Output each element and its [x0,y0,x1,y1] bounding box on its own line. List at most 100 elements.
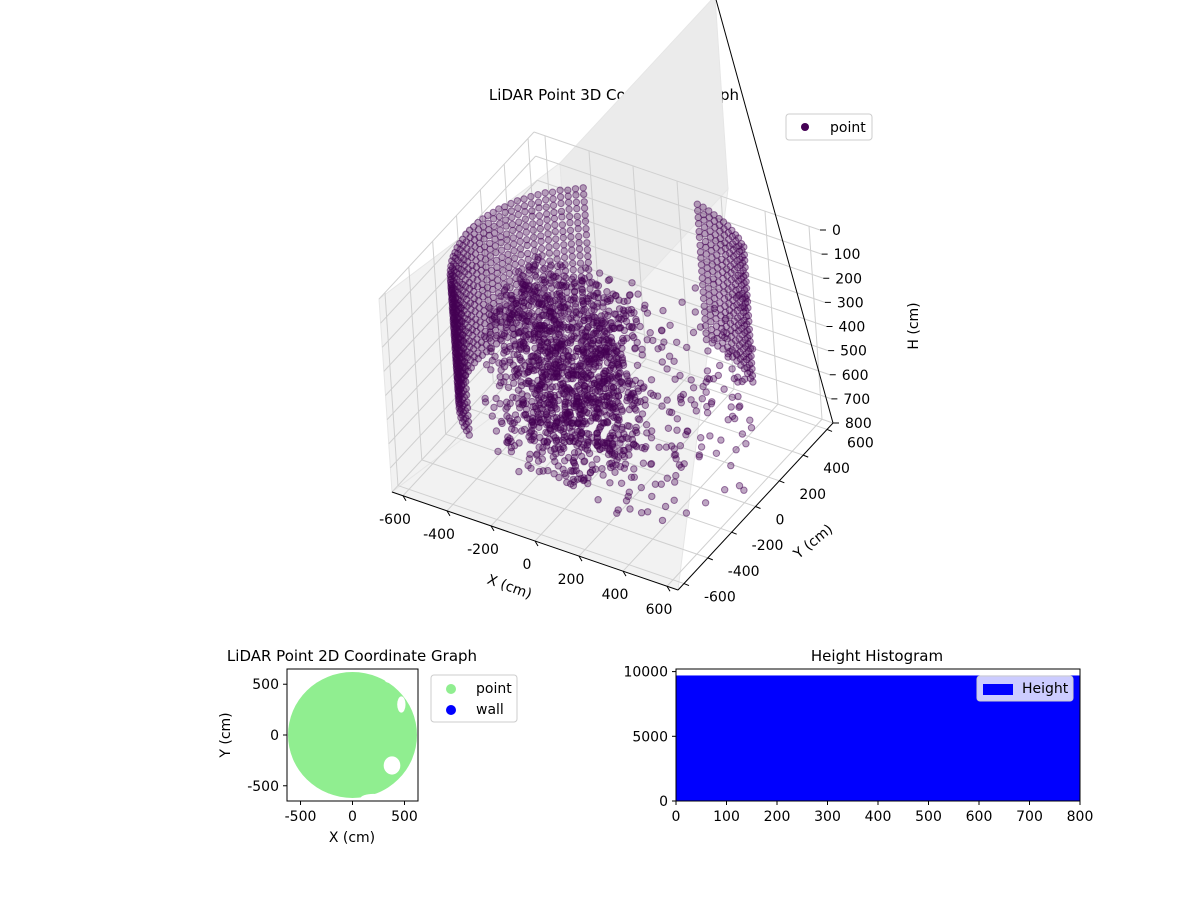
chart-3d-point [497,238,505,247]
chart-3d-point [521,410,529,419]
chart-3d-point [497,417,506,426]
chart-3d-point [553,249,561,257]
chart-2d-legend: point wall [430,674,518,723]
chart-3d-point [541,264,549,273]
chart-3d-point [520,425,529,434]
chart-3d-point [580,198,588,206]
chart-3d-point [538,311,546,320]
chart-3d-point [647,460,656,468]
chart-3d-point [691,284,699,292]
chart-3d-point [588,278,596,286]
chart-3d-point [561,469,569,478]
chart-3d-point [676,442,685,450]
chart-3d-point [555,473,563,482]
chart-3d-point [506,277,514,285]
chart-3d-point [527,192,535,201]
chart-3d-point [631,441,640,450]
chart-3d-point [572,329,581,337]
chart-3d-point [553,351,562,360]
chart-3d-point [597,409,605,417]
chart-3d-point [577,389,586,398]
chart-3d-point [499,266,507,274]
chart-3d-point [626,505,634,513]
chart-3d-point [603,325,611,333]
chart-3d-point [663,365,671,373]
chart-3d-point [570,293,578,301]
chart-3d-y-tick-label: 600 [847,435,874,451]
chart-3d-point [628,279,636,287]
chart-3d-point [586,336,594,344]
chart-3d-point [702,335,711,344]
chart-3d-point [678,298,686,306]
chart-3d-point [616,446,624,455]
chart-3d-point [691,308,699,316]
chart-3d-point [740,304,749,312]
chart-3d-point [604,401,613,410]
chart-3d-point [520,370,529,378]
chart-3d-point [618,407,626,415]
chart-3d-point [541,189,549,197]
chart-3d-point [559,465,567,473]
chart-3d-point [552,383,560,391]
chart-3d-point [566,339,575,347]
chart-3d-point [535,204,543,212]
chart-3d-point [547,338,555,346]
chart-3d-point [698,274,706,282]
chart-3d-point [527,200,536,208]
chart-3d-point [583,246,592,254]
chart-3d-point [535,212,544,220]
chart-3d-gridline-z [533,131,821,231]
chart-3d-point [715,284,723,293]
chart-3d-point [535,294,544,302]
chart-3d-point [639,459,648,467]
chart-3d-point [534,414,543,422]
histogram-x-tick-label: 200 [764,809,791,825]
chart-3d-point [594,496,602,504]
chart-3d-point [591,388,600,396]
chart-3d-point [482,361,491,369]
chart-3d-point [511,340,520,348]
chart-3d-point [514,210,522,219]
chart-3d-point [601,441,609,450]
chart-3d-point [648,427,656,435]
chart-3d-point [545,270,553,278]
chart-3d-point [581,457,589,465]
chart-3d-point [706,432,714,440]
chart-3d-point [558,221,567,229]
chart-2d-empty-region [383,756,401,775]
histogram-x-tick-label: 100 [713,809,740,825]
chart-3d-point [641,401,649,409]
chart-3d-point [500,357,509,365]
chart-2d-legend-marker-point [446,684,456,694]
chart-2d-legend-marker-wall [446,705,456,715]
chart-3d-point [648,492,656,501]
chart-3d-legend: point [785,113,873,141]
chart-3d-point [666,321,674,329]
chart-3d-point [486,239,494,248]
chart-3d-point [546,279,554,287]
chart-3d-z-tick-label: 0 [832,223,841,239]
chart-3d-point [529,220,537,228]
chart-3d-point [457,309,465,318]
chart-3d-point [553,290,561,298]
chart-3d-point [505,269,513,278]
chart-3d-point [530,233,538,242]
chart-3d-point [606,479,614,487]
chart-3d-point [620,464,628,472]
chart-3d-point [580,204,589,212]
chart-3d-point [632,315,640,324]
chart-3d-point [495,205,503,213]
chart-3d-points [446,184,757,525]
chart-3d-point [577,435,585,443]
chart-3d-point [537,244,546,253]
chart-3d-point [569,400,577,408]
histogram-x-tick-label: 500 [915,809,942,825]
chart-3d-point [515,467,523,476]
chart-3d-point [528,297,536,306]
chart-3d-point [607,337,616,345]
chart-3d-point [487,311,496,319]
chart-3d-point [712,237,720,245]
chart-3d-point [620,453,629,461]
chart-3d-point [537,380,545,389]
chart-3d-point [690,401,699,409]
